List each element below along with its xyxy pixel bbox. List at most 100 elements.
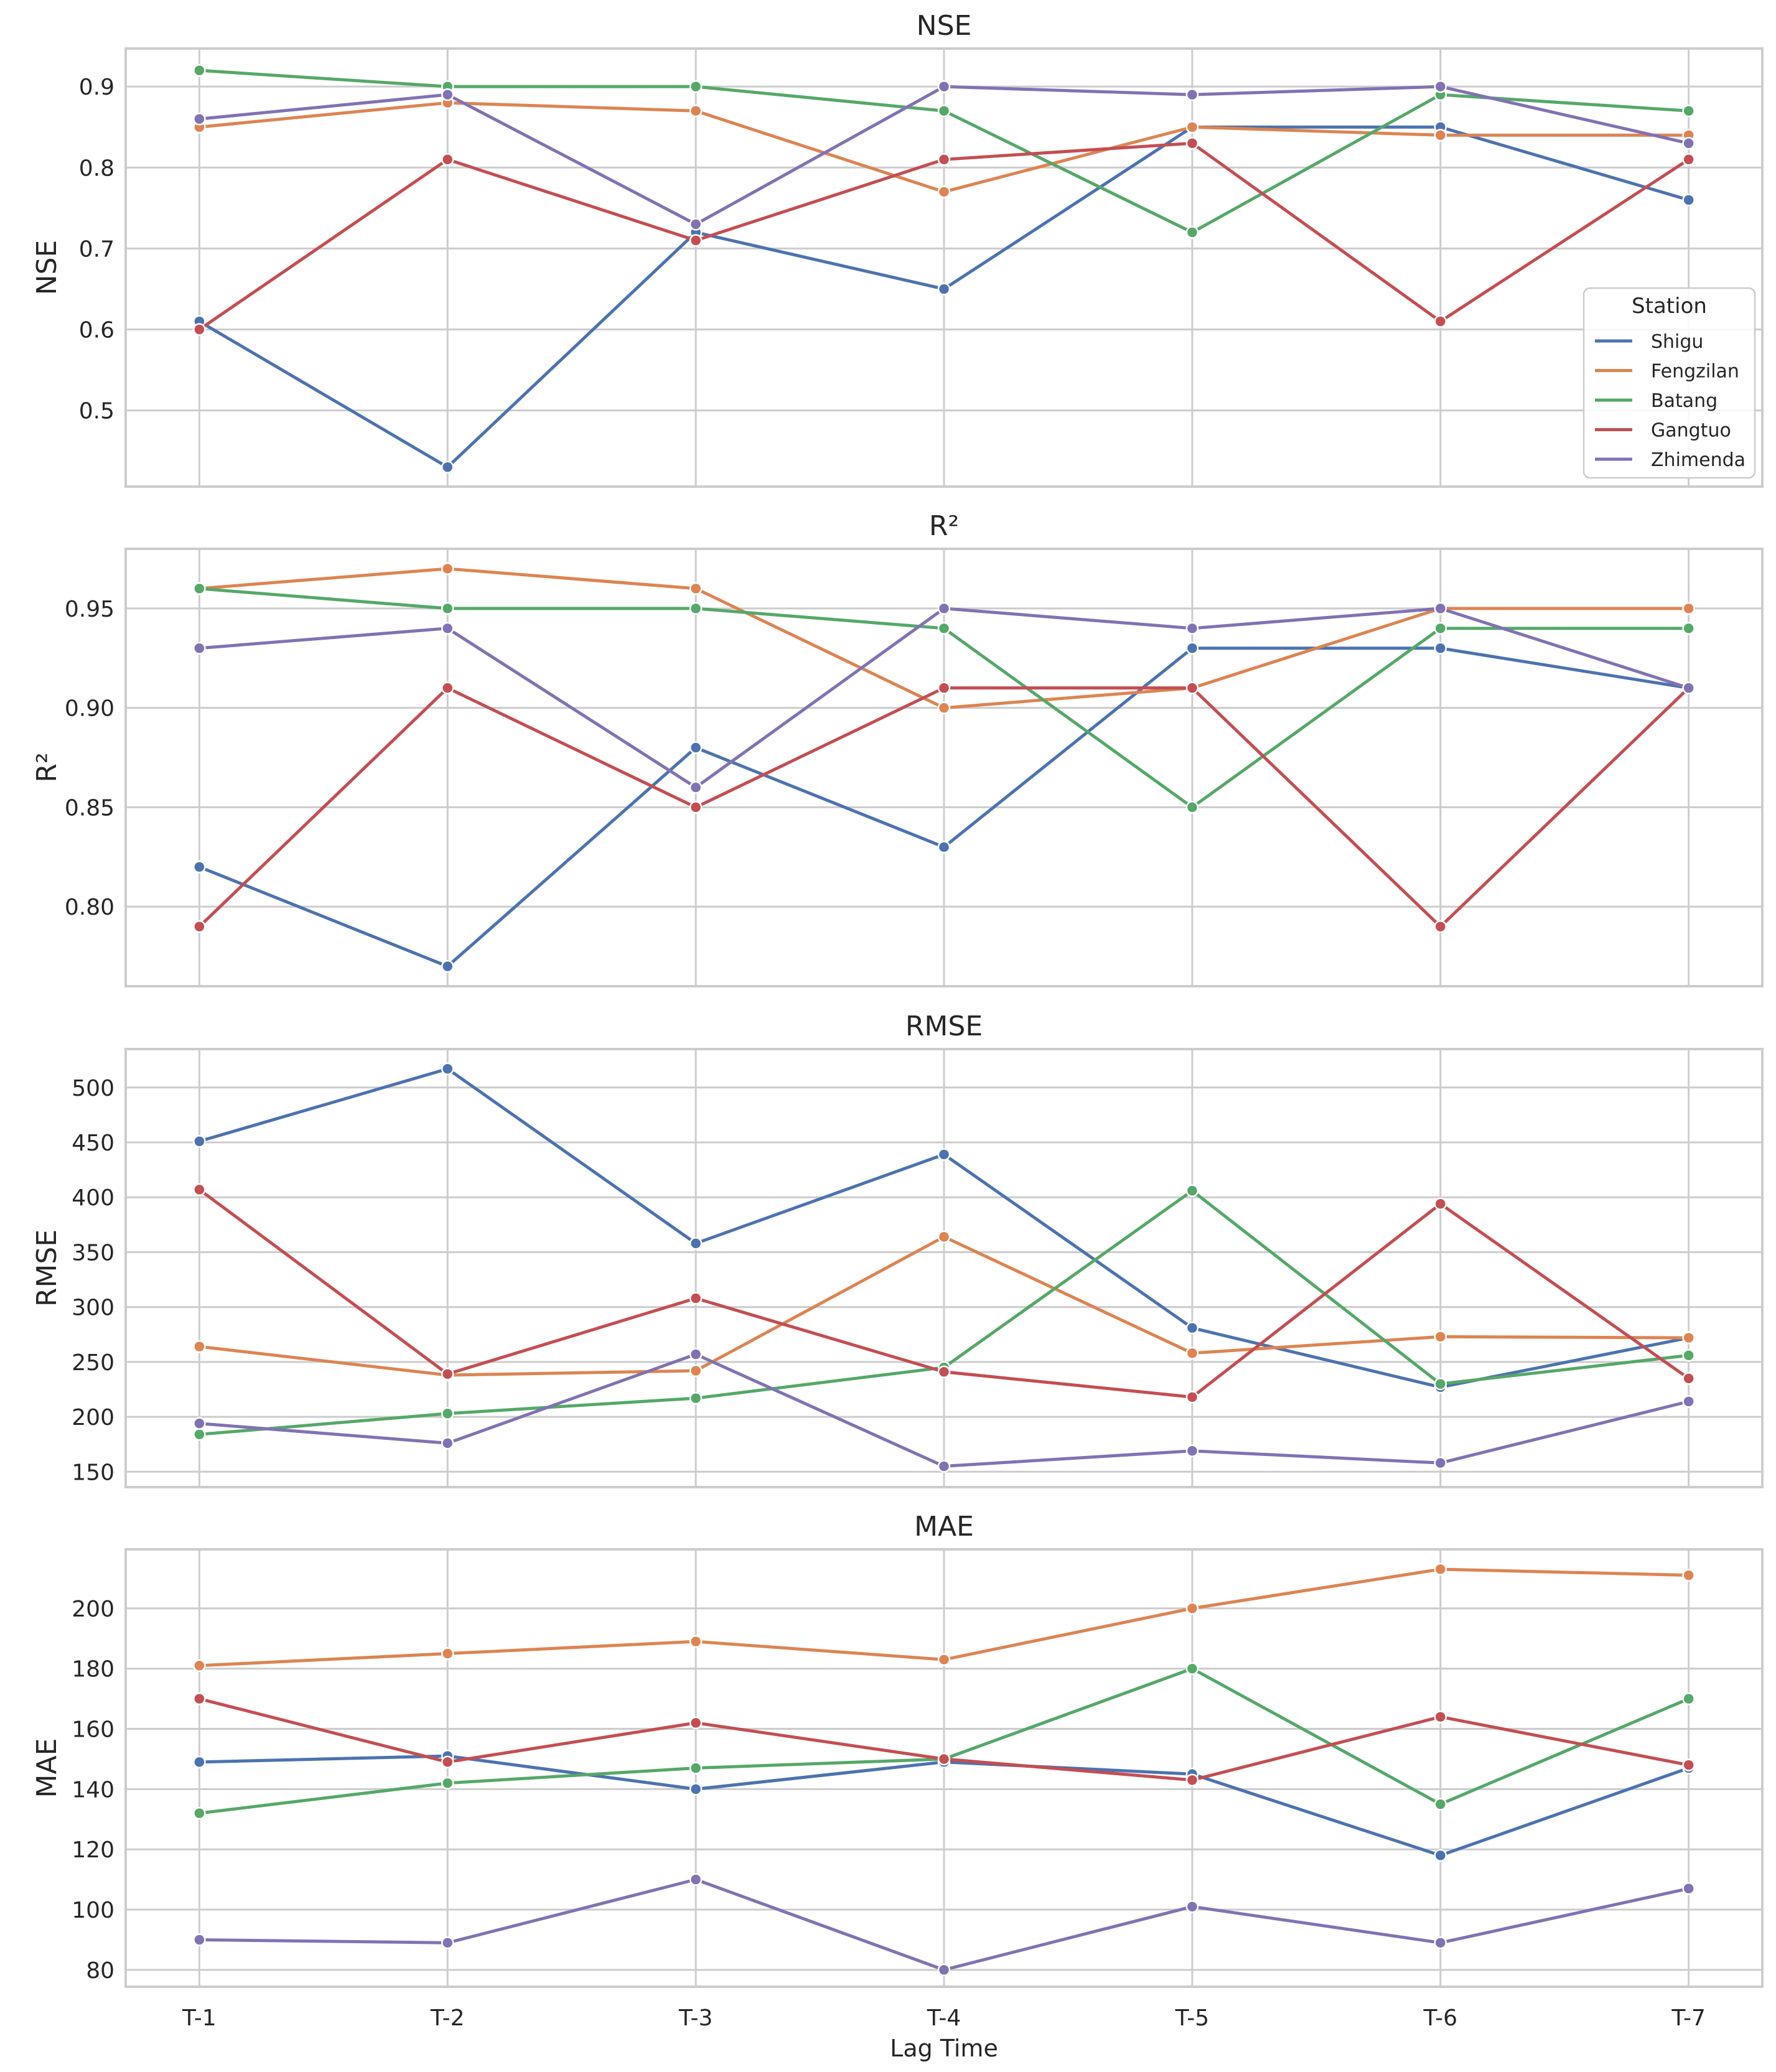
- data-point-zhimenda: [1434, 1936, 1447, 1949]
- y-tick-label: 0.5: [79, 399, 115, 424]
- legend-label-batang: Batang: [1651, 390, 1718, 412]
- data-point-shigu: [937, 841, 951, 854]
- data-point-zhimenda: [937, 1963, 951, 1977]
- data-point-gangtuo: [1185, 1773, 1199, 1787]
- data-point-shigu: [1185, 1321, 1199, 1335]
- y-tick-label: 200: [72, 1405, 115, 1430]
- panel-title: NSE: [917, 10, 972, 42]
- data-point-gangtuo: [689, 801, 703, 814]
- x-tick-label: T-6: [1423, 2005, 1457, 2031]
- y-tick-label: 250: [72, 1350, 115, 1376]
- data-point-shigu: [689, 1237, 703, 1250]
- y-tick-label: 80: [86, 1958, 115, 1984]
- y-axis-label: R²: [31, 752, 63, 782]
- y-tick-label: 300: [72, 1295, 115, 1321]
- y-tick-label: 140: [72, 1777, 115, 1803]
- data-point-zhimenda: [1434, 1456, 1447, 1470]
- data-point-batang: [1682, 1692, 1695, 1706]
- data-point-zhimenda: [441, 88, 454, 101]
- data-point-batang: [441, 1776, 454, 1790]
- data-point-batang: [1434, 1377, 1447, 1391]
- data-point-gangtuo: [1185, 681, 1199, 694]
- data-point-zhimenda: [193, 1417, 206, 1430]
- data-point-batang: [937, 622, 951, 635]
- data-point-shigu: [193, 861, 206, 874]
- data-point-shigu: [441, 1062, 454, 1076]
- data-point-shigu: [193, 1755, 206, 1769]
- y-tick-label: 450: [72, 1131, 115, 1156]
- data-point-zhimenda: [441, 622, 454, 635]
- panel-r: 0.80 0.85 0.90 0.95 R² R²: [31, 510, 1764, 987]
- data-point-shigu: [689, 741, 703, 754]
- y-tick-label: 200: [72, 1597, 115, 1622]
- legend-label-fengzilan: Fengzilan: [1651, 361, 1739, 383]
- data-point-batang: [1682, 104, 1695, 118]
- y-axis-label: RMSE: [31, 1230, 63, 1307]
- data-point-gangtuo: [441, 153, 454, 166]
- data-point-shigu: [1434, 1849, 1447, 1862]
- data-point-zhimenda: [193, 642, 206, 655]
- data-point-fengzilan: [1434, 128, 1447, 142]
- data-point-batang: [1185, 801, 1199, 814]
- panel-nse: 0.5 0.6 0.7 0.8 0.9 NSE NSE Station Shigu Fengzil…: [31, 10, 1764, 488]
- data-point-zhimenda: [937, 80, 951, 93]
- x-tick-label: T-1: [182, 2005, 217, 2031]
- data-point-gangtuo: [1185, 1391, 1199, 1404]
- panel-mae: 80 100 120 140 160 180 200 MAE MAE T-1 T-2 T-3 T-4 T-…: [31, 1511, 1764, 2062]
- data-point-fengzilan: [937, 1230, 951, 1243]
- data-point-gangtuo: [937, 681, 951, 694]
- data-point-zhimenda: [441, 1437, 454, 1450]
- data-point-zhimenda: [1185, 88, 1199, 101]
- data-point-fengzilan: [689, 1635, 703, 1648]
- legend-label-shigu: Shigu: [1651, 331, 1703, 353]
- plot-frame: [124, 1548, 1764, 1988]
- data-point-zhimenda: [193, 112, 206, 126]
- data-point-gangtuo: [1682, 1758, 1695, 1771]
- data-point-gangtuo: [1185, 137, 1199, 150]
- data-point-zhimenda: [689, 1873, 703, 1886]
- data-point-fengzilan: [1434, 1330, 1447, 1343]
- y-tick-label: 0.90: [65, 696, 115, 722]
- data-point-batang: [193, 63, 206, 77]
- data-point-batang: [1185, 1184, 1199, 1197]
- data-point-batang: [689, 1762, 703, 1775]
- data-point-gangtuo: [1434, 1197, 1447, 1211]
- data-point-batang: [1434, 1798, 1447, 1811]
- data-point-fengzilan: [1682, 602, 1695, 615]
- data-point-gangtuo: [193, 1692, 206, 1706]
- data-point-zhimenda: [1682, 137, 1695, 150]
- data-point-shigu: [1185, 642, 1199, 655]
- x-tick-label: T-7: [1671, 2005, 1706, 2031]
- data-point-shigu: [441, 460, 454, 474]
- data-point-batang: [937, 104, 951, 118]
- x-axis-label: Lag Time: [890, 2035, 998, 2062]
- data-point-batang: [441, 1407, 454, 1421]
- data-point-zhimenda: [193, 1933, 206, 1946]
- data-point-gangtuo: [1682, 1372, 1695, 1385]
- data-point-fengzilan: [1682, 1331, 1695, 1345]
- data-point-gangtuo: [689, 1716, 703, 1730]
- plot-frame: [124, 548, 1764, 987]
- data-point-fengzilan: [937, 1653, 951, 1666]
- data-point-zhimenda: [937, 602, 951, 615]
- data-point-fengzilan: [1434, 1562, 1447, 1576]
- panel-rmse: 150 200 250 300 350 400 450 500 RMSE RMSE: [31, 1010, 1764, 1488]
- data-point-shigu: [937, 282, 951, 296]
- x-tick-label: T-2: [430, 2005, 465, 2031]
- y-tick-label: 150: [72, 1460, 115, 1485]
- data-point-fengzilan: [441, 1647, 454, 1660]
- data-point-zhimenda: [1434, 602, 1447, 615]
- data-point-fengzilan: [689, 104, 703, 118]
- data-point-zhimenda: [441, 1936, 454, 1949]
- data-point-gangtuo: [441, 1368, 454, 1381]
- data-point-gangtuo: [1434, 315, 1447, 328]
- data-point-batang: [193, 1428, 206, 1441]
- data-point-zhimenda: [1682, 681, 1695, 694]
- data-point-fengzilan: [193, 1659, 206, 1673]
- data-point-zhimenda: [1434, 80, 1447, 93]
- panel-title: RMSE: [905, 1010, 983, 1042]
- data-point-zhimenda: [1682, 1882, 1695, 1895]
- data-point-fengzilan: [1185, 120, 1199, 134]
- y-tick-label: 0.80: [65, 895, 115, 920]
- data-point-gangtuo: [193, 1183, 206, 1197]
